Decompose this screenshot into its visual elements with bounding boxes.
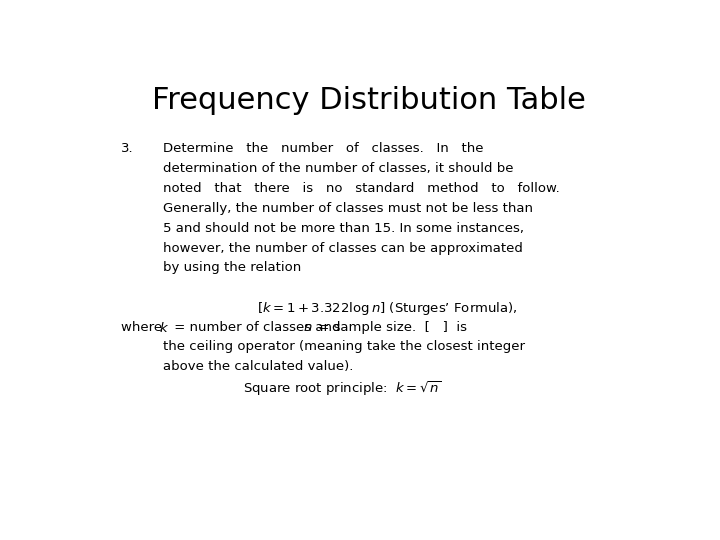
Text: noted   that   there   is   no   standard   method   to   follow.: noted that there is no standard method t… (163, 181, 559, 194)
Text: Generally, the number of classes must not be less than: Generally, the number of classes must no… (163, 201, 533, 214)
Text: Frequency Distribution Table: Frequency Distribution Table (152, 85, 586, 114)
Text: 5 and should not be more than 15. In some instances,: 5 and should not be more than 15. In som… (163, 221, 523, 234)
Text: 3.: 3. (121, 141, 133, 155)
Text: determination of the number of classes, it should be: determination of the number of classes, … (163, 161, 513, 174)
Text: Square root principle:  $k = \sqrt{n}$: Square root principle: $k = \sqrt{n}$ (243, 379, 442, 398)
Text: however, the number of classes can be approximated: however, the number of classes can be ap… (163, 241, 523, 254)
Text: $[k = 1 + 3.322\log n]$ (Sturges’ Formula),: $[k = 1 + 3.322\log n]$ (Sturges’ Formul… (258, 300, 518, 317)
Text: above the calculated value).: above the calculated value). (163, 360, 353, 373)
Text: = sample size.  [   ]  is: = sample size. [ ] is (314, 321, 467, 334)
Text: where: where (121, 321, 166, 334)
Text: the ceiling operator (meaning take the closest integer: the ceiling operator (meaning take the c… (163, 340, 525, 353)
Text: = number of classes and: = number of classes and (170, 321, 345, 334)
Text: $k$: $k$ (158, 321, 168, 334)
Text: $n$: $n$ (302, 321, 312, 334)
Text: Determine   the   number   of   classes.   In   the: Determine the number of classes. In the (163, 141, 483, 155)
Text: by using the relation: by using the relation (163, 261, 301, 274)
